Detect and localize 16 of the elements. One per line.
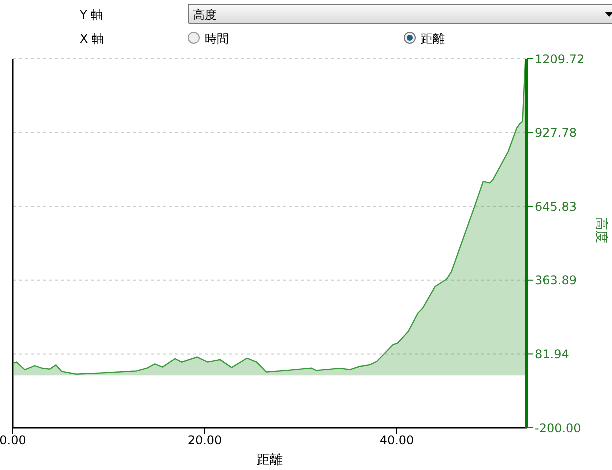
dropdown-field: 高度 [188, 4, 612, 24]
text: Y 軸 [80, 7, 104, 24]
y-tick-label: 927.78 [535, 126, 577, 140]
text: X 軸 [80, 31, 104, 48]
y-tick-label: 81.94 [535, 347, 570, 362]
y-tick-label: 363.89 [535, 274, 577, 288]
y-axis-title: 高度 [593, 218, 610, 244]
y-tick-label: 645.83 [535, 200, 577, 214]
x-tick-label: 40.00 [380, 434, 414, 448]
text: 時間 [205, 31, 229, 48]
x-axis-title: 距離 [257, 453, 283, 468]
y-tick-label: -200.00 [535, 421, 582, 436]
text: 距離 [421, 31, 445, 48]
y-tick-label: 1209.72 [535, 52, 585, 66]
x-tick-label: 0.00 [0, 434, 26, 448]
x-tick-label: 20.00 [188, 434, 222, 448]
